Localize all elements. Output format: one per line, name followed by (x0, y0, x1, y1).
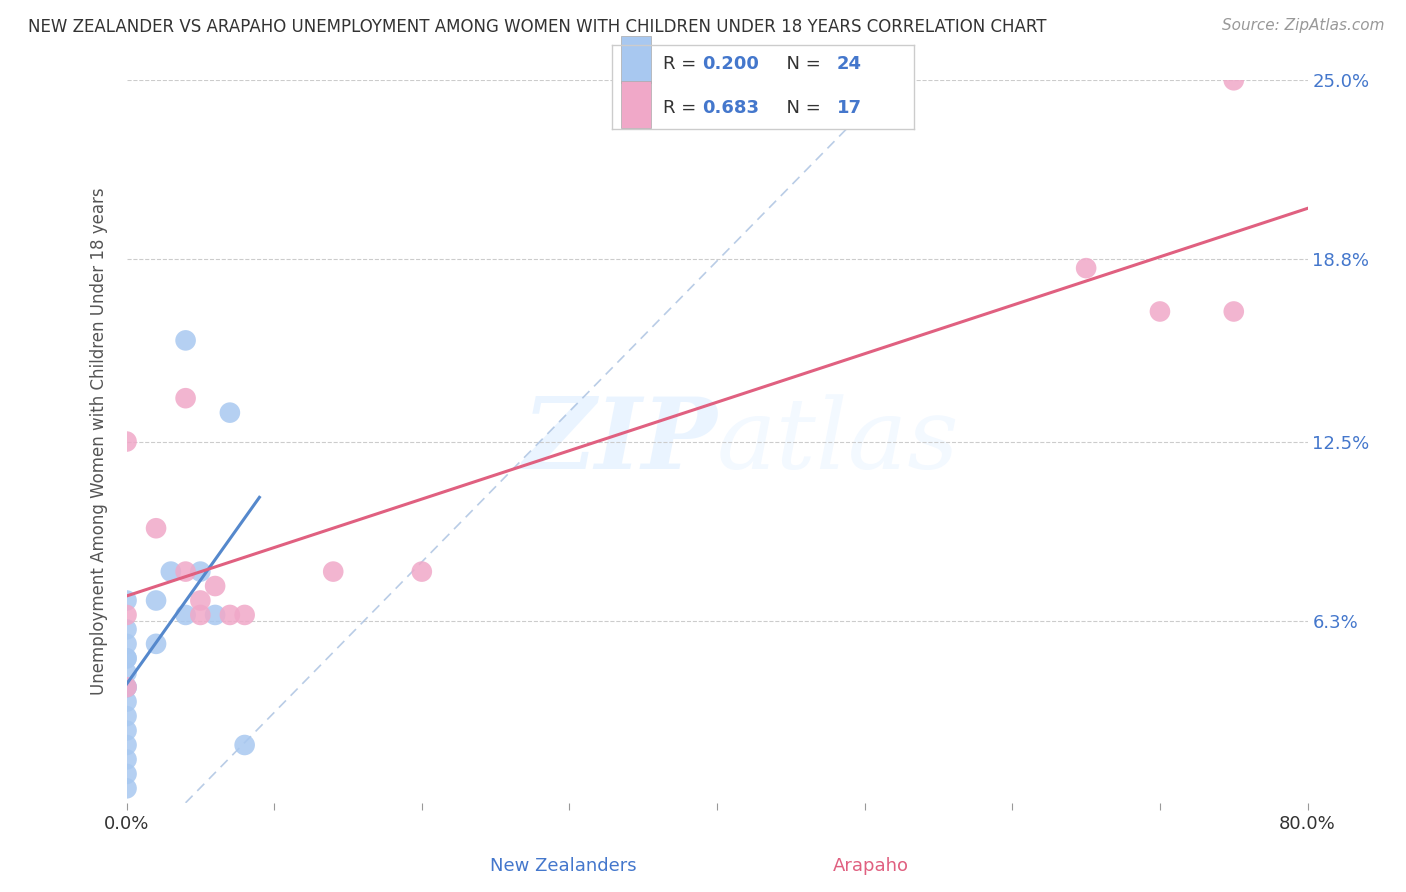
Point (188, 593, 212, 607)
Bar (620, 37, 651, 83)
Point (219, 607, 242, 622)
Point (1223, 73, 1246, 87)
Bar (620, 81, 651, 128)
Point (1076, 261, 1098, 276)
Point (411, 565, 433, 579)
Point (188, 607, 212, 622)
Text: ZIP: ZIP (522, 393, 717, 490)
Point (1223, 304, 1246, 318)
Text: Source: ZipAtlas.com: Source: ZipAtlas.com (1222, 18, 1385, 33)
Point (233, 738, 256, 752)
Point (115, 623, 138, 637)
Point (233, 607, 256, 622)
Point (174, 565, 197, 579)
Point (160, 565, 183, 579)
Text: NEW ZEALANDER VS ARAPAHO UNEMPLOYMENT AMONG WOMEN WITH CHILDREN UNDER 18 YEARS C: NEW ZEALANDER VS ARAPAHO UNEMPLOYMENT AM… (28, 18, 1046, 36)
Point (115, 752, 138, 766)
Text: N =: N = (775, 99, 827, 117)
Point (188, 565, 212, 579)
Point (1149, 304, 1171, 318)
Text: R =: R = (664, 99, 702, 117)
Text: 0.200: 0.200 (703, 55, 759, 73)
Point (115, 680, 138, 694)
Text: R =: R = (664, 55, 702, 73)
Point (115, 665, 138, 680)
Text: atlas: atlas (717, 394, 960, 489)
Point (115, 607, 138, 622)
Point (115, 709, 138, 723)
Point (115, 651, 138, 665)
Point (174, 607, 197, 622)
Text: 17: 17 (837, 99, 862, 117)
Point (115, 695, 138, 709)
Point (115, 651, 138, 665)
Text: 24: 24 (837, 55, 862, 73)
Point (145, 521, 167, 535)
Point (115, 637, 138, 651)
Point (174, 391, 197, 405)
Point (115, 767, 138, 781)
Point (204, 579, 226, 593)
Text: New Zealanders: New Zealanders (491, 857, 637, 875)
Text: N =: N = (775, 55, 827, 73)
Text: Arapaho: Arapaho (832, 857, 908, 875)
Point (115, 593, 138, 607)
Point (145, 593, 167, 607)
Point (115, 738, 138, 752)
Point (219, 406, 242, 420)
Point (115, 680, 138, 694)
Point (115, 781, 138, 796)
Point (322, 565, 344, 579)
Text: 0.683: 0.683 (703, 99, 759, 117)
Point (145, 637, 167, 651)
Point (115, 434, 138, 449)
Y-axis label: Unemployment Among Women with Children Under 18 years: Unemployment Among Women with Children U… (90, 187, 108, 696)
Point (174, 334, 197, 348)
Point (115, 723, 138, 738)
Point (204, 607, 226, 622)
Point (115, 680, 138, 694)
